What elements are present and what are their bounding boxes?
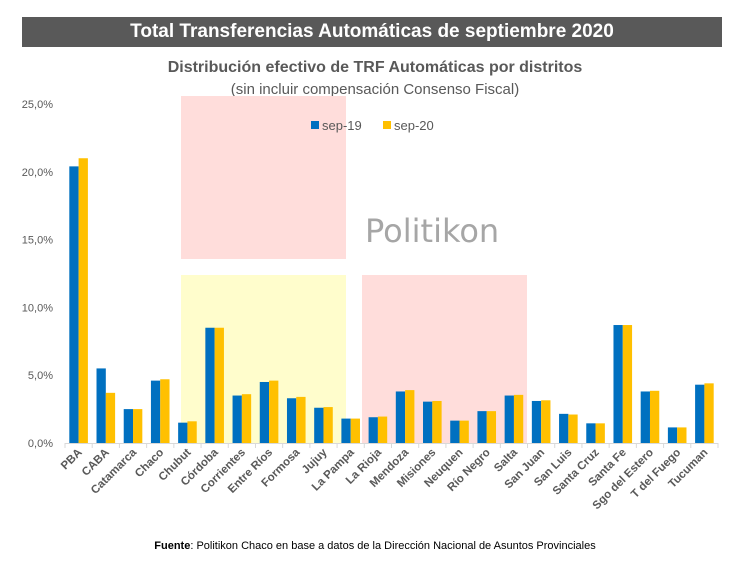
bar-sep-20: [78, 158, 88, 444]
y-tick-label: 5,0%: [28, 370, 53, 382]
bar-sep-19: [423, 401, 433, 443]
legend-label: sep-19: [322, 118, 362, 133]
source-text: : Politikon Chaco en base a datos de la …: [190, 540, 596, 552]
y-tick-label: 15,0%: [22, 235, 53, 247]
bar-sep-19: [96, 368, 106, 443]
bar-sep-19: [450, 420, 460, 443]
bar-sep-19: [640, 391, 650, 443]
bar-sep-19: [667, 427, 678, 443]
bar-sep-19: [205, 327, 215, 443]
bar-sep-19: [150, 380, 161, 443]
y-tick-label: 0,0%: [28, 438, 53, 450]
bar-sep-19: [395, 391, 406, 443]
legend-swatch: [311, 121, 319, 129]
bar-sep-20: [405, 390, 415, 443]
bar-sep-20: [269, 380, 279, 443]
bar-sep-20: [350, 418, 360, 443]
bar-sep-19: [69, 166, 79, 443]
bar-sep-20: [323, 407, 333, 443]
bar-sep-20: [513, 394, 524, 443]
bar-sep-20: [622, 325, 633, 443]
bar-sep-19: [531, 400, 542, 443]
bar-sep-20: [241, 394, 252, 443]
bar-sep-20: [595, 423, 605, 443]
bar-sep-19: [314, 407, 324, 443]
bar-sep-19: [586, 423, 596, 443]
bar-sep-20: [105, 392, 116, 443]
bar-sep-20: [432, 400, 442, 443]
chart-title: Distribución efectivo de TRF Automáticas…: [167, 59, 583, 76]
y-tick-label: 20,0%: [22, 167, 53, 179]
bar-sep-19: [695, 384, 705, 443]
bar-sep-19: [504, 395, 514, 443]
bar-sep-19: [123, 409, 134, 443]
watermark: Politikon: [365, 212, 499, 250]
bar-sep-19: [341, 418, 351, 443]
bar-sep-20: [187, 421, 197, 443]
bar-sep-19: [368, 417, 378, 443]
legend-swatch: [383, 121, 391, 129]
bar-sep-19: [613, 325, 623, 443]
bar-sep-20: [133, 409, 143, 443]
bar-sep-20: [704, 383, 714, 443]
bar-sep-19: [559, 413, 569, 443]
bar-sep-20: [377, 416, 388, 443]
bar-sep-20: [541, 400, 551, 443]
bar-sep-19: [178, 422, 188, 443]
bar-sep-20: [459, 420, 469, 443]
bar-sep-20: [649, 390, 660, 443]
y-tick-label: 25,0%: [22, 99, 53, 111]
highlight-region: [362, 275, 527, 443]
legend-label: sep-20: [394, 118, 434, 133]
y-tick-label: 10,0%: [22, 302, 53, 314]
bar-sep-20: [486, 411, 497, 443]
bar-sep-19: [477, 411, 487, 443]
bar-sep-20: [160, 379, 170, 443]
chart-subtitle: (sin incluir compensación Consenso Fisca…: [230, 81, 520, 98]
bar-sep-20: [214, 327, 224, 443]
source-note: Fuente: Politikon Chaco en base a datos …: [0, 540, 750, 552]
bar-sep-20: [568, 414, 578, 443]
source-label: Fuente: [154, 540, 191, 552]
bar-sep-19: [232, 395, 242, 443]
chart-title-banner: Total Transferencias Automáticas de sept…: [22, 17, 722, 47]
bar-sep-19: [286, 398, 297, 443]
bar-sep-20: [677, 427, 687, 443]
bar-sep-20: [296, 396, 306, 443]
bar-sep-19: [259, 381, 270, 443]
